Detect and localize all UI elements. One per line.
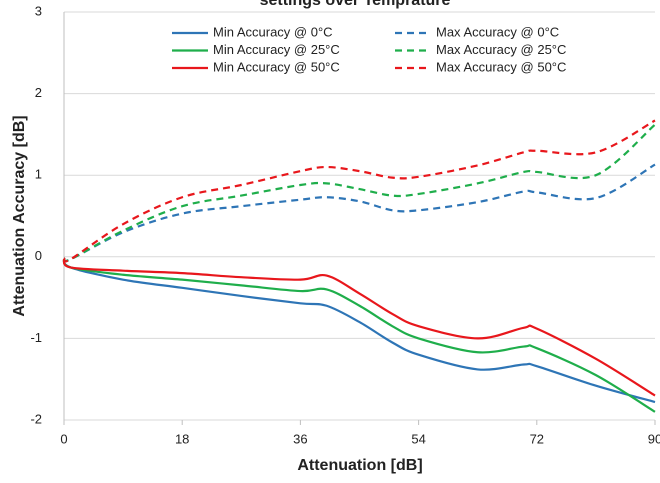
x-tick-label: 54 — [411, 431, 425, 446]
x-tick-label: 0 — [60, 431, 67, 446]
series-line — [62, 163, 656, 263]
y-tick-label: 0 — [35, 248, 42, 263]
x-tick-label: 72 — [530, 431, 544, 446]
x-tick-label: 18 — [175, 431, 189, 446]
legend-label: Max Accuracy @ 0°C — [436, 24, 559, 39]
y-tick-label: 1 — [35, 167, 42, 182]
x-tick-label: 36 — [293, 431, 307, 446]
chart-title: settings over Temprature — [260, 0, 451, 9]
x-axis-label: Attenuation [dB] — [297, 457, 422, 474]
series-line — [62, 123, 656, 263]
y-axis-label: Attenuation Accuracy [dB] — [11, 115, 28, 316]
legend-label: Min Accuracy @ 25°C — [213, 42, 340, 57]
legend-label: Min Accuracy @ 50°C — [213, 59, 340, 74]
legend-label: Max Accuracy @ 50°C — [436, 59, 566, 74]
y-tick-label: -2 — [30, 411, 42, 426]
legend-label: Min Accuracy @ 0°C — [213, 24, 333, 39]
x-tick-label: 90 — [648, 431, 660, 446]
y-tick-label: 3 — [35, 3, 42, 18]
y-tick-label: -1 — [30, 330, 42, 345]
legend-label: Max Accuracy @ 25°C — [436, 42, 566, 57]
series-line — [62, 257, 656, 397]
series-line — [62, 119, 656, 263]
series-line — [62, 257, 656, 413]
y-tick-label: 2 — [35, 85, 42, 100]
series-line — [62, 257, 656, 404]
